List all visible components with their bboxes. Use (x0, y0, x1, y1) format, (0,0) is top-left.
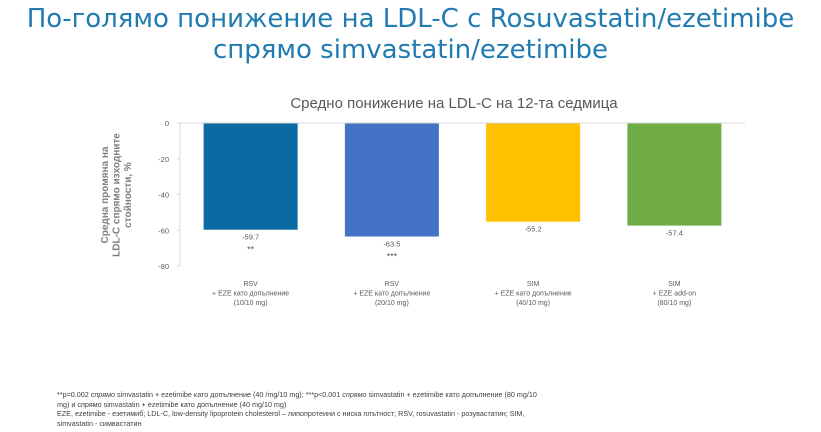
footnote-line-4: simvastatin - симвастатин (57, 418, 142, 428)
x-tick-label: SIM (668, 281, 681, 288)
y-tick-label: -80 (158, 262, 169, 271)
footnote-italic: спрямо (342, 390, 367, 399)
footnote-text: simvastatin + ezetimibe като допълнение … (115, 390, 343, 399)
data-label: -57.4 (666, 229, 683, 238)
x-tick-label: + EZE като допълнение (495, 291, 572, 298)
y-axis-label: Средна промяна наLDL-C спрямо изходнитес… (100, 133, 134, 257)
slide-title-line-1: По-голямо понижение на LDL-C с Rosuvasta… (26, 4, 795, 34)
footnotes: **p=0.002 спрямо simvastatin + ezetimibe… (57, 390, 617, 428)
y-axis-label-line: LDL-C спрямо изходните (112, 133, 123, 257)
bar-1 (203, 123, 298, 230)
y-tick-label: -20 (158, 155, 169, 164)
significance-marker: ** (247, 245, 255, 255)
data-label: -55.2 (525, 225, 542, 234)
footnote-line-1: **p=0.002 спрямо simvastatin + ezetimibe… (57, 390, 617, 400)
slide-title-line-2: спрямо simvastatin/ezetimibe (212, 35, 609, 65)
footnote-text: **p=0.002 (57, 390, 91, 399)
data-label: -59.7 (242, 233, 259, 242)
bar-2 (344, 123, 439, 237)
chart-title: Средно понижение на LDL-C на 12-та седми… (290, 95, 618, 112)
bar-4 (627, 123, 722, 226)
footnote-line-3: EZE, ezetimibe - езетимиб; LDL-C, low-de… (57, 409, 525, 419)
x-tick-label: RSV (385, 281, 400, 288)
x-tick-label: (80/10 mg) (657, 300, 691, 307)
x-tick-label: + EZE като допълнение (212, 291, 289, 298)
y-tick-label: 0 (165, 119, 169, 128)
slide-title: По-голямо понижение на LDL-C с Rosuvasta… (0, 4, 821, 66)
x-tick-label: + EZE като допълнение (353, 291, 430, 298)
significance-marker: *** (387, 252, 398, 262)
footnote-italic: спрямо (90, 390, 116, 399)
bar-3 (486, 123, 581, 222)
footnote-text: simvastatin + ezetimibe като допълнение … (366, 390, 537, 399)
x-tick-label: (10/10 mg) (234, 300, 268, 307)
x-tick-label: RSV (243, 281, 258, 288)
y-axis-label-line: стойности, % (123, 162, 134, 228)
x-tick-label: (20/10 mg) (375, 300, 409, 307)
x-tick-label: SIM (527, 281, 540, 288)
x-tick-label: (40/10 mg) (516, 300, 550, 307)
footnote-line-2: mg) и спрямо simvastatin + ezetimibe кат… (57, 399, 287, 409)
y-tick-label: -60 (158, 226, 169, 235)
data-label: -63.5 (383, 240, 400, 249)
y-axis-label-line: Средна промяна на (100, 146, 111, 243)
x-tick-label: + EZE add-on (653, 291, 696, 298)
bar-chart: Средно понижение на LDL-C на 12-та седми… (100, 95, 745, 307)
y-tick-label: -40 (158, 191, 169, 200)
